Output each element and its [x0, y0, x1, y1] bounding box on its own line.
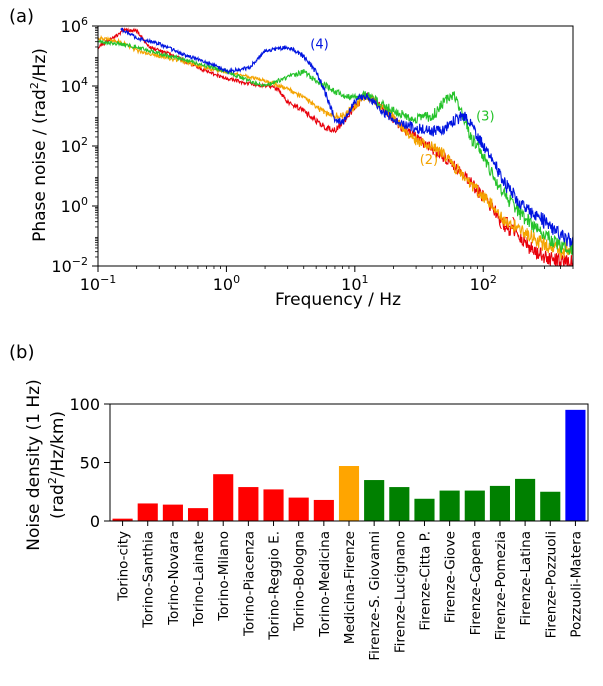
x-tick-exp: 0 [233, 273, 240, 286]
bar-category-label: Torino-Santhia [141, 531, 157, 629]
bar-y-tick-label: 50 [80, 454, 100, 473]
x-tick-exp: −1 [100, 273, 116, 286]
bar-category-label: Firenze-S. Giovanni [367, 531, 383, 661]
y-tick-exp: −2 [72, 255, 88, 268]
phase-noise-series-line [98, 39, 573, 255]
phase-noise-panel: (a) (1)(2)(3)(4)10−1 100 101 10210−21001021… [9, 6, 574, 310]
noise-density-y-axis-label-line2: (rad2/Hz/km) [46, 411, 68, 519]
noise-density-bar [213, 474, 234, 521]
panel-a-label: (a) [9, 6, 34, 27]
y-tick-label: 104 [61, 75, 88, 96]
x-tick-base: 10 [470, 275, 490, 294]
x-tick-label: 102 [470, 273, 497, 294]
x-tick-exp: 2 [490, 273, 497, 286]
bar-category-label: Torino-city [116, 531, 132, 602]
bar-category-label: Firenze-Citta P. [417, 531, 433, 631]
noise-density-bar [288, 497, 309, 521]
bar-category-label: Firenze-Giove [443, 531, 459, 623]
y-tick-label: 106 [61, 15, 88, 36]
bar-category-label: Torino-Piacenza [241, 531, 257, 637]
noise-density-plot-area: Torino-city Torino-Santhia Torino-Novara To… [69, 395, 589, 661]
noise-density-bar [540, 491, 561, 521]
noise-density-panel: (b) Torino-city Torino-Santhia Torino-Nova… [9, 342, 589, 661]
noise-density-bar [414, 498, 435, 521]
noise-density-bar [389, 487, 410, 521]
bar-y-tick-label: 100 [69, 395, 100, 414]
y-tick-base: 10 [51, 257, 71, 276]
phase-noise-series-line [98, 27, 573, 266]
phase-noise-x-axis-label: Frequency / Hz [275, 290, 401, 310]
phase-noise-series-line [120, 27, 573, 247]
bar-category-label: Torino-Novara [166, 531, 182, 626]
bar-category-label: Torino-Bologna [292, 531, 308, 632]
x-tick-label: 101 [341, 273, 368, 294]
x-tick-label: 10−1 [80, 273, 117, 294]
bar-category-label: Torino-Milano [216, 531, 232, 622]
bar-category-label: Torino-Lainate [191, 531, 207, 627]
y-tick-base: 10 [61, 77, 81, 96]
phase-noise-series-line [98, 34, 573, 259]
y-tick-base: 10 [61, 197, 81, 216]
phase-noise-series-label: (2) [420, 153, 438, 168]
phase-noise-y-axis-label: Phase noise / (rad2/Hz) [28, 48, 50, 242]
noise-density-bar [187, 508, 209, 521]
x-tick-base: 10 [341, 275, 361, 294]
bar-category-label: Torino-Reggio E. [267, 531, 283, 641]
noise-density-bar [112, 518, 133, 521]
phase-noise-series-label: (3) [476, 110, 494, 125]
noise-density-bar [515, 478, 536, 521]
y-tick-base: 10 [61, 137, 81, 156]
noise-density-bar [364, 480, 385, 521]
y-tick-exp: 4 [81, 75, 88, 88]
y-tick-label: 10−2 [51, 255, 88, 276]
x-tick-base: 10 [80, 275, 100, 294]
x-tick-label: 100 [213, 273, 240, 294]
noise-density-bar [439, 490, 460, 521]
noise-density-bar [162, 504, 183, 521]
noise-density-bar [338, 466, 360, 521]
noise-density-bar [263, 489, 284, 521]
noise-density-bar [238, 487, 259, 521]
y-tick-label: 100 [61, 195, 88, 216]
y-tick-exp: 0 [81, 195, 88, 208]
y-tick-exp: 2 [81, 135, 88, 148]
bar-category-label: Firenze-Lucignano [392, 531, 408, 653]
phase-noise-plot-area: (1)(2)(3)(4)10−1 100 101 10210−210010210410… [51, 15, 574, 294]
y-tick-exp: 6 [81, 15, 88, 28]
noise-density-y-axis-label-line1: Noise density (1 Hz) [24, 379, 44, 551]
bar-category-label: Firenze-Pozzuoli [543, 531, 559, 638]
bar-category-label: Firenze-Latina [518, 531, 534, 626]
x-tick-base: 10 [213, 275, 233, 294]
bar-category-label: Firenze-Capena [468, 531, 484, 635]
noise-density-bar [464, 490, 485, 521]
noise-density-bar [489, 485, 511, 521]
panel-b-label: (b) [9, 342, 34, 363]
x-tick-exp: 1 [362, 273, 369, 286]
noise-density-bar [565, 409, 586, 521]
bar-y-tick-label: 0 [90, 512, 100, 531]
bar-category-label: Firenze-Pomezia [493, 531, 509, 640]
noise-density-bar [137, 503, 158, 521]
bar-category-label: Medicina-Firenze [342, 531, 358, 644]
y-tick-label: 102 [61, 135, 88, 156]
bar-category-label: Torino-Medicina [317, 531, 333, 638]
y-tick-base: 10 [61, 17, 81, 36]
noise-density-bar [313, 499, 334, 521]
phase-noise-series-label: (4) [310, 37, 328, 52]
bar-category-label: Pozzuoli-Matera [568, 531, 584, 638]
